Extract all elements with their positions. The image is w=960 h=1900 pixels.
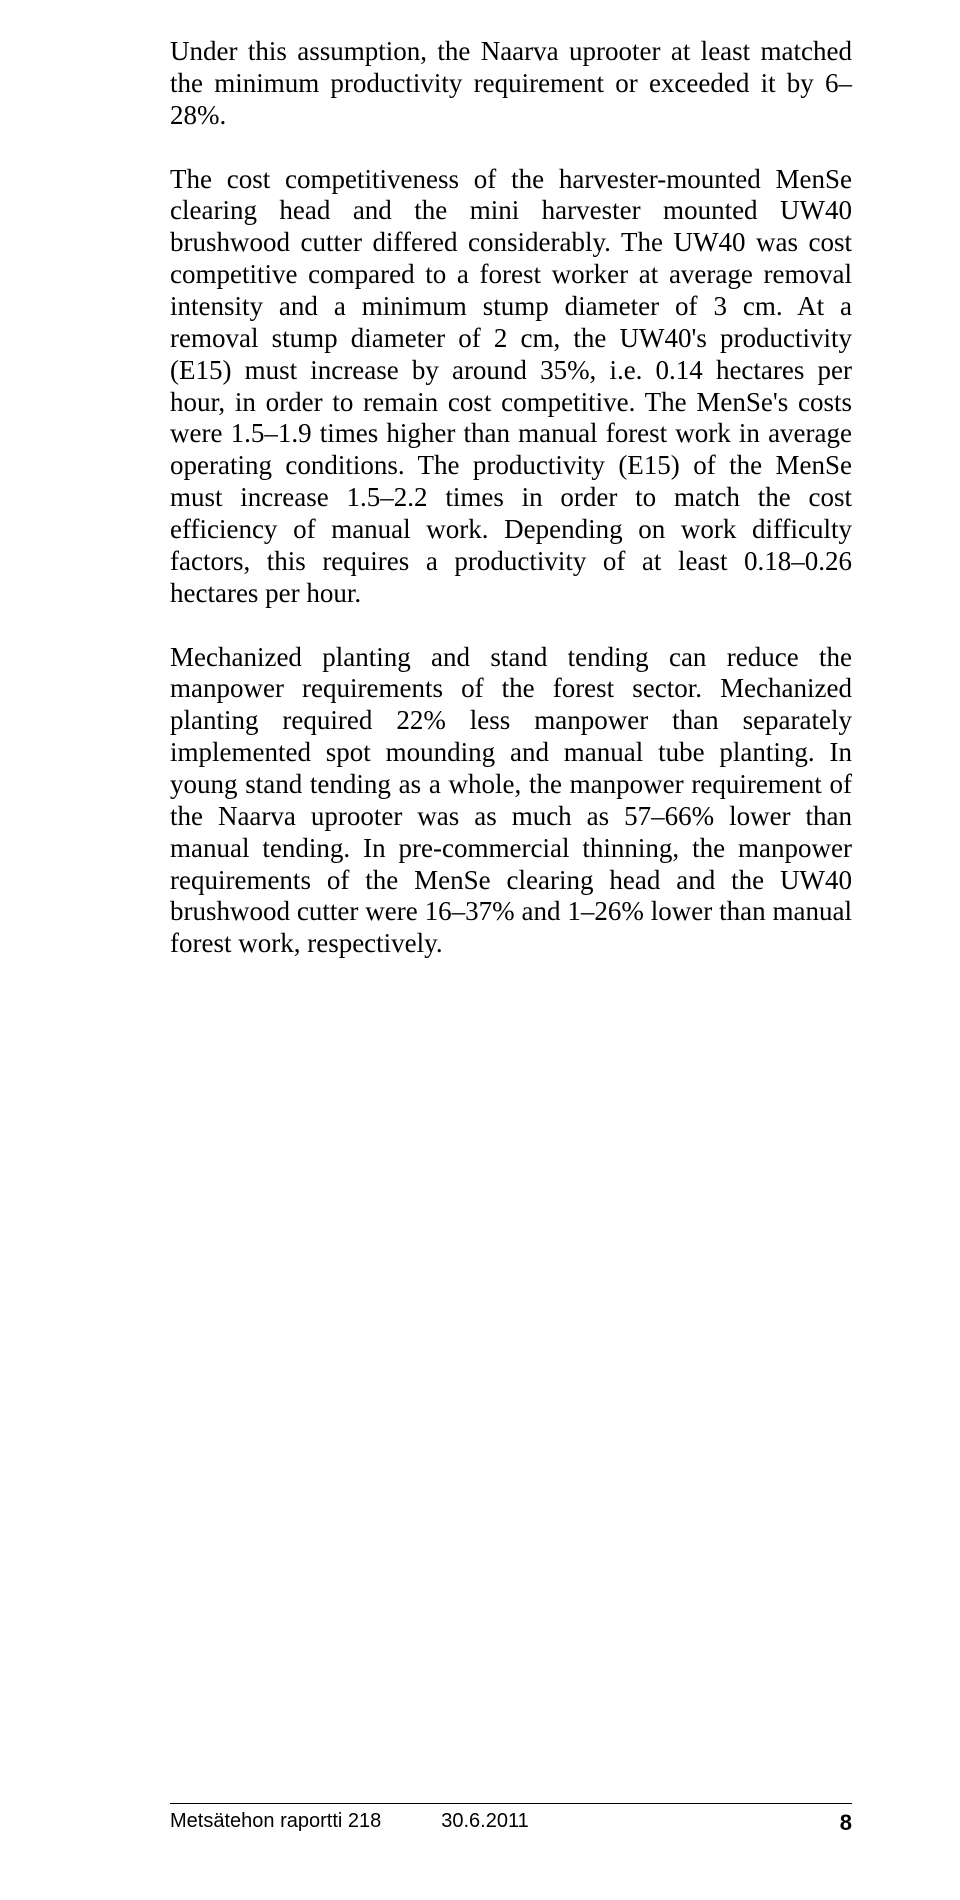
footer-report-label: Metsätehon raportti 218 bbox=[170, 1810, 381, 1836]
paragraph: Under this assumption, the Naarva uproot… bbox=[170, 36, 852, 132]
body-text-block: Under this assumption, the Naarva uproot… bbox=[170, 36, 852, 992]
footer-date: 30.6.2011 bbox=[441, 1810, 529, 1836]
footer-left: Metsätehon raportti 218 30.6.2011 bbox=[170, 1810, 529, 1836]
footer-rule bbox=[170, 1803, 852, 1804]
page-footer: Metsätehon raportti 218 30.6.2011 8 bbox=[170, 1803, 852, 1836]
paragraph: Mechanized planting and stand tending ca… bbox=[170, 642, 852, 961]
document-page: Under this assumption, the Naarva uproot… bbox=[0, 0, 960, 1900]
footer-row: Metsätehon raportti 218 30.6.2011 8 bbox=[170, 1810, 852, 1836]
paragraph: The cost competitiveness of the harveste… bbox=[170, 164, 852, 610]
footer-page-number: 8 bbox=[840, 1810, 852, 1836]
